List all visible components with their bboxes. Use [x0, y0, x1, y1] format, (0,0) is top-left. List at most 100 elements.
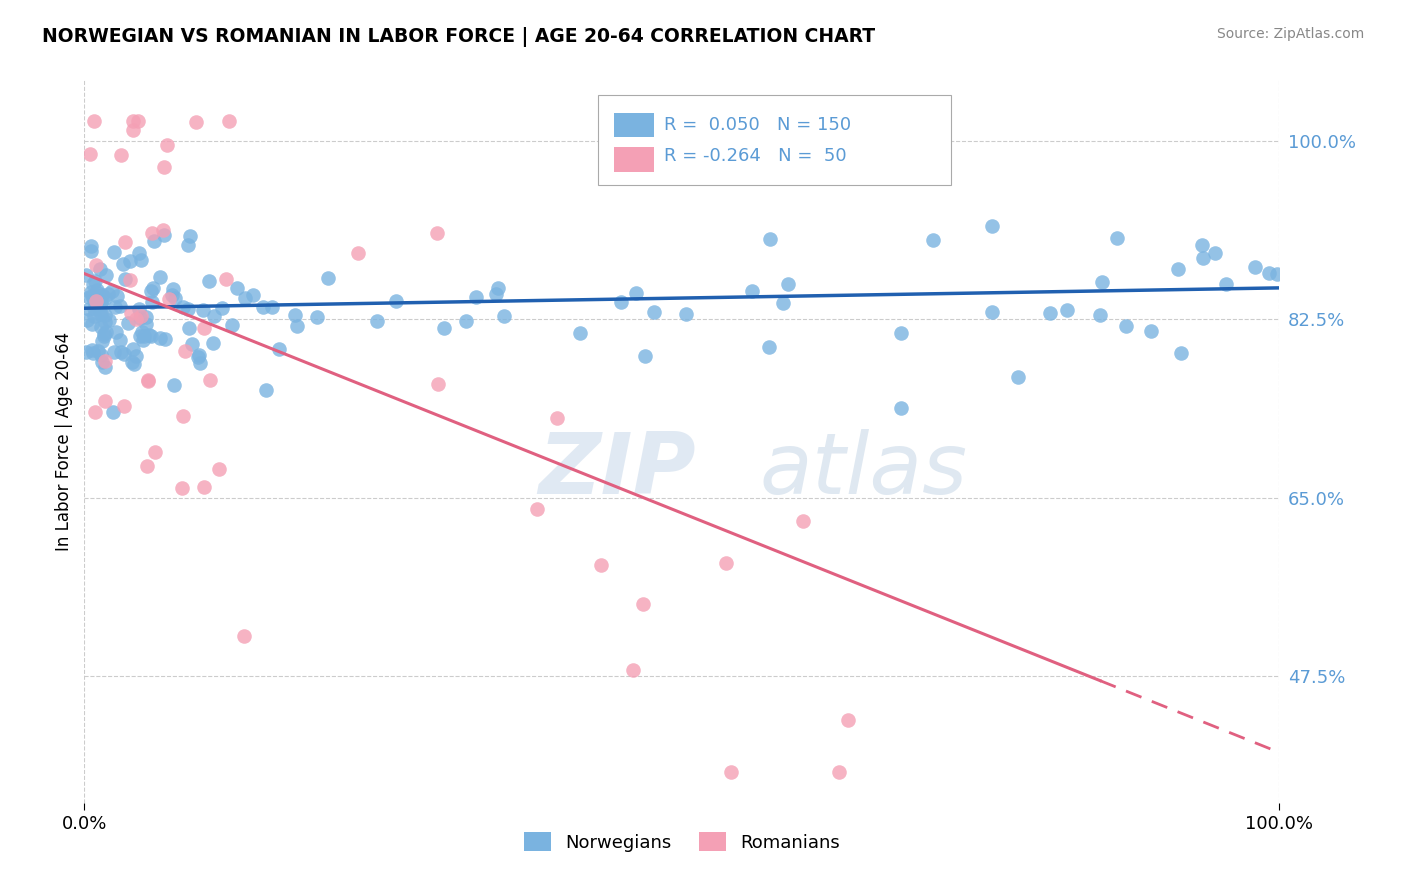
Point [138, 373, 160, 387]
Point [145, 444, 167, 458]
Point [305, 310, 328, 324]
Point [285, 318, 308, 333]
Point [90, 334, 112, 348]
Point [149, 331, 172, 345]
Point [225, 281, 247, 295]
Point [181, 336, 204, 351]
Point [1139, 324, 1161, 338]
Text: NORWEGIAN VS ROMANIAN IN LABOR FORCE | AGE 20-64 CORRELATION CHART: NORWEGIAN VS ROMANIAN IN LABOR FORCE | A… [42, 27, 876, 46]
Point [267, 343, 290, 357]
Point [179, 228, 201, 243]
Point [125, 349, 148, 363]
Point [80, 239, 103, 253]
Point [138, 327, 160, 342]
Point [187, 348, 209, 362]
Point [714, 556, 737, 570]
Point [125, 312, 148, 326]
Point [242, 287, 264, 301]
Point [132, 333, 155, 347]
Point [215, 272, 238, 286]
Point [772, 295, 794, 310]
Point [77, 290, 100, 304]
Point [980, 219, 1002, 234]
Point [80, 289, 103, 303]
Text: atlas: atlas [759, 429, 967, 512]
Point [634, 349, 657, 363]
Point [426, 376, 449, 391]
Point [546, 410, 568, 425]
Point [172, 409, 194, 424]
Point [141, 328, 163, 343]
Point [90, 295, 112, 310]
Point [131, 325, 153, 339]
Point [89, 308, 111, 322]
Point [486, 280, 509, 294]
Point [114, 235, 136, 250]
Y-axis label: In Labor Force | Age 20-64: In Labor Force | Age 20-64 [55, 332, 73, 551]
Point [792, 515, 814, 529]
Point [1167, 261, 1189, 276]
Point [84, 405, 107, 419]
Point [153, 227, 176, 242]
Point [100, 285, 122, 299]
Point [83, 114, 105, 128]
Point [633, 597, 655, 611]
Point [1088, 308, 1111, 322]
Point [91, 288, 114, 302]
Point [156, 137, 179, 152]
Point [110, 333, 132, 347]
Point [621, 664, 644, 678]
Point [526, 501, 548, 516]
Point [626, 285, 648, 300]
Point [589, 558, 612, 573]
Point [1257, 266, 1279, 280]
Point [141, 284, 163, 298]
Point [198, 373, 221, 387]
Point [94, 291, 117, 305]
FancyBboxPatch shape [614, 112, 654, 137]
Point [433, 321, 456, 335]
Point [720, 765, 742, 780]
Point [198, 274, 221, 288]
Point [252, 300, 274, 314]
Text: Source: ZipAtlas.com: Source: ZipAtlas.com [1216, 27, 1364, 41]
Point [120, 273, 142, 287]
Point [141, 226, 163, 240]
Point [426, 226, 449, 240]
Point [84, 274, 107, 288]
Point [191, 303, 214, 318]
Point [76, 312, 98, 326]
Point [91, 355, 114, 369]
Point [112, 347, 135, 361]
Point [837, 714, 859, 728]
Point [79, 147, 101, 161]
Point [758, 232, 780, 246]
Point [129, 310, 152, 324]
Text: R =  0.050   N = 150: R = 0.050 N = 150 [664, 116, 851, 134]
Point [129, 310, 152, 325]
Point [569, 326, 592, 341]
Point [1091, 275, 1114, 289]
Point [83, 293, 105, 308]
Point [1192, 252, 1215, 266]
Point [94, 308, 117, 322]
Point [136, 374, 159, 388]
Point [129, 329, 152, 343]
Point [135, 318, 157, 332]
Point [456, 314, 478, 328]
Point [82, 343, 104, 358]
Point [1191, 238, 1213, 252]
Point [163, 378, 186, 392]
Point [284, 308, 307, 322]
Point [82, 277, 104, 291]
Point [1056, 303, 1078, 318]
Point [97, 313, 120, 327]
Point [90, 348, 112, 362]
Point [1243, 260, 1265, 274]
Point [1204, 246, 1226, 260]
Point [464, 290, 486, 304]
Point [890, 401, 912, 416]
Point [1265, 268, 1288, 282]
Point [90, 320, 112, 334]
Point [112, 257, 135, 271]
